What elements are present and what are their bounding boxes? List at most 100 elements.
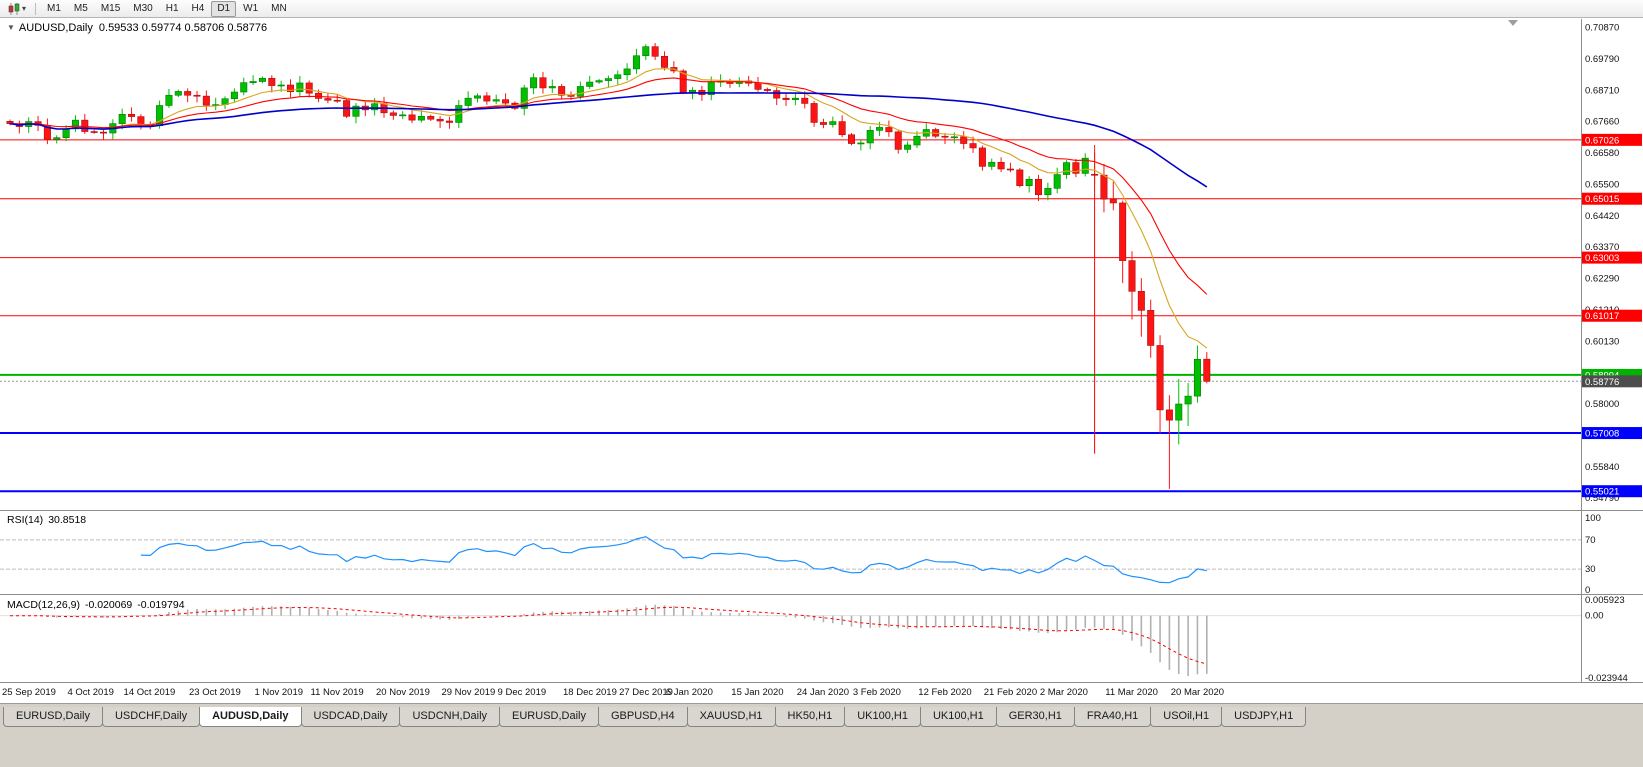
rsi-axis-label: 0	[1585, 585, 1590, 596]
price-badge-label: 0.61017	[1585, 311, 1619, 322]
y-axis-label: 0.54790	[1585, 493, 1619, 504]
macd-axis-label: 0.005923	[1585, 595, 1625, 606]
date-label: 12 Feb 2020	[918, 687, 971, 698]
y-axis-label: 0.65500	[1585, 180, 1619, 191]
price-badge	[1582, 375, 1642, 388]
chart-type-dropdown-icon: ▾	[22, 3, 27, 13]
y-axis-label: 0.60130	[1585, 337, 1619, 348]
y-axis-label: 0.58000	[1585, 399, 1619, 410]
macd-axis-label: -0.023944	[1585, 673, 1628, 684]
y-axis-label: 0.67660	[1585, 116, 1619, 127]
timeframe-button-m30[interactable]: M30	[127, 1, 158, 17]
date-label: 6 Jan 2020	[666, 687, 713, 698]
date-label: 23 Oct 2019	[189, 687, 241, 698]
macd-indicator-label: MACD(12,26,9) -0.020069 -0.019794	[7, 599, 185, 611]
y-axis-label: 0.69790	[1585, 54, 1619, 65]
price-badge-label: 0.58776	[1585, 377, 1619, 388]
date-label: 14 Oct 2019	[124, 687, 176, 698]
date-label: 27 Dec 2019	[619, 687, 673, 698]
chart-canvas[interactable]: 0.70870 0.69790 0.68710 0.67660 0.66580 0.655…	[0, 0, 1643, 703]
main-toolbar: ▾ M1 M5 M15 M30 H1 H4 D1 W1 MN	[0, 0, 1643, 18]
tab-usdjpy-h1[interactable]: USDJPY,H1	[1221, 707, 1307, 727]
hline-layer	[0, 139, 1581, 493]
tab-usdchf-daily[interactable]: USDCHF,Daily	[101, 707, 201, 727]
date-label: 1 Nov 2019	[254, 687, 303, 698]
tab-usoil-h1[interactable]: USOil,H1	[1150, 707, 1223, 727]
timeframe-button-d1[interactable]: D1	[211, 0, 237, 17]
tab-usdcnh-daily[interactable]: USDCNH,Daily	[399, 707, 501, 727]
candles-layer	[6, 42, 1211, 489]
tab-eurusd-daily[interactable]: EURUSD,Daily	[499, 707, 599, 727]
chart-shift-marker-icon[interactable]	[1508, 20, 1518, 26]
date-label: 20 Nov 2019	[376, 687, 430, 698]
timeframe-button-mn[interactable]: MN	[265, 1, 293, 17]
tab-ger30-h1[interactable]: GER30,H1	[995, 707, 1075, 727]
price-badge	[1582, 133, 1642, 146]
tab-hk50-h1[interactable]: HK50,H1	[774, 707, 846, 727]
price-badge-label: 0.55021	[1585, 487, 1619, 498]
y-axis-label: 0.64420	[1585, 211, 1619, 222]
timeframe-button-h4[interactable]: H4	[186, 1, 211, 17]
macd-axis-label: 0.00	[1585, 611, 1604, 622]
price-badge	[1582, 309, 1642, 322]
chart-type-button[interactable]: ▾	[4, 1, 30, 17]
chart-symbol-label: AUDUSD,Daily	[18, 22, 93, 34]
ma-10-line	[9, 68, 1208, 349]
date-label: 11 Mar 2020	[1105, 687, 1158, 698]
price-badge	[1582, 427, 1642, 440]
tab-uk100-h1[interactable]: UK100,H1	[844, 707, 921, 727]
symbol-tabs-bar: EURUSD,Daily USDCHF,Daily AUDUSD,Daily USDC…	[0, 703, 1643, 767]
time-axis[interactable]: 25 Sep 2019 4 Oct 2019 14 Oct 2019 23 Oct 2…	[2, 687, 1224, 698]
date-label: 4 Oct 2019	[67, 687, 113, 698]
timeframe-button-m1[interactable]: M1	[41, 1, 67, 17]
rsi-axis-label: 70	[1585, 535, 1596, 546]
ma-50-line	[9, 92, 1208, 188]
price-badge	[1582, 192, 1642, 205]
price-badge	[1582, 251, 1642, 264]
date-label: 18 Dec 2019	[563, 687, 617, 698]
date-label: 29 Nov 2019	[441, 687, 495, 698]
tab-usdcad-daily[interactable]: USDCAD,Daily	[300, 707, 401, 727]
date-label: 25 Sep 2019	[2, 687, 56, 698]
y-axis-label: 0.66580	[1585, 148, 1619, 159]
date-label: 2 Mar 2020	[1040, 687, 1088, 698]
chart-ohlc-header: ▼ AUDUSD,Daily 0.59533 0.59774 0.58706 0.5…	[7, 22, 267, 34]
rsi-name: RSI(14)	[7, 514, 44, 526]
y-axis-label: 0.70870	[1585, 22, 1619, 33]
tab-audusd-daily[interactable]: AUDUSD,Daily	[199, 707, 302, 727]
date-label: 15 Jan 2020	[731, 687, 783, 698]
rsi-panel: 100 70 30 0	[0, 513, 1601, 596]
y-axis-label: 0.68710	[1585, 86, 1619, 97]
rsi-indicator-label: RSI(14) 30.8518	[7, 514, 86, 526]
candlestick-chart-icon	[8, 2, 20, 15]
macd-signal-value: -0.019794	[137, 599, 185, 611]
rsi-value: 30.8518	[48, 514, 87, 526]
date-label: 20 Mar 2020	[1171, 687, 1224, 698]
tab-xauusd-h1[interactable]: XAUUSD,H1	[686, 707, 776, 727]
ma-layer	[9, 68, 1208, 349]
timeframe-button-h1[interactable]: H1	[160, 1, 185, 17]
tab-uk100-h1[interactable]: UK100,H1	[919, 707, 997, 727]
timeframe-button-m15[interactable]: M15	[95, 1, 126, 17]
macd-signal-line	[10, 606, 1207, 665]
date-label: 11 Nov 2019	[311, 687, 364, 698]
date-label: 24 Jan 2020	[797, 687, 849, 698]
chart-dropdown-icon[interactable]: ▼	[7, 23, 15, 32]
price-badge-label: 0.63003	[1585, 253, 1619, 264]
rsi-line	[140, 536, 1207, 584]
timeframe-button-w1[interactable]: W1	[237, 1, 264, 17]
timeframe-button-m5[interactable]: M5	[68, 1, 94, 17]
tab-eurusd-daily[interactable]: EURUSD,Daily	[3, 707, 103, 727]
tab-fra40-h1[interactable]: FRA40,H1	[1073, 707, 1152, 727]
tab-gbpusd-h4[interactable]: GBPUSD,H4	[598, 707, 688, 727]
y-axis-label: 0.63370	[1585, 242, 1619, 253]
date-label: 3 Feb 2020	[853, 687, 901, 698]
price-badge-label: 0.65015	[1585, 194, 1619, 205]
y-axis-label: 0.62290	[1585, 273, 1619, 284]
chart-ohlc-values: 0.59533 0.59774 0.58706 0.58776	[98, 22, 268, 34]
rsi-axis-label: 30	[1585, 564, 1596, 575]
price-badge-label: 0.57008	[1585, 429, 1619, 440]
ma-20-line	[9, 77, 1208, 295]
macd-name: MACD(12,26,9)	[7, 599, 80, 611]
price-badge-label: 0.67026	[1585, 135, 1619, 146]
